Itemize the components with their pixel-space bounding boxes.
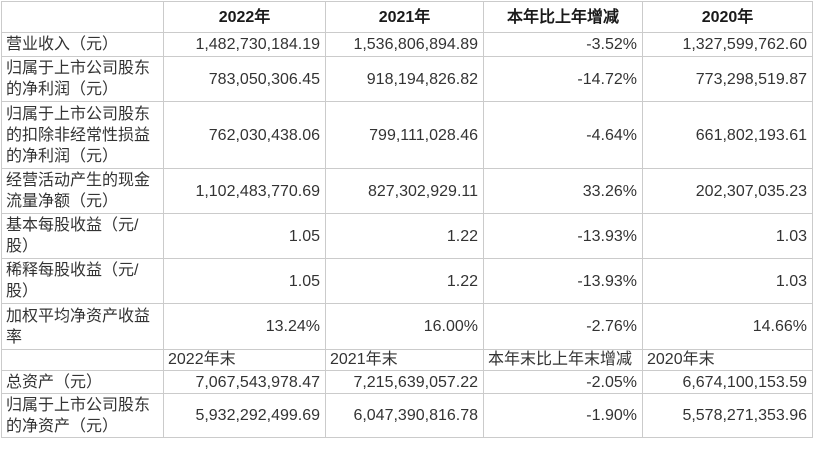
row-label: 总资产（元） xyxy=(1,370,164,394)
value-2020: 1.03 xyxy=(642,213,813,259)
subheader-yoy-end-change: 本年末比上年末增减 xyxy=(483,349,643,371)
table-row-net-profit: 归属于上市公司股东的净利润（元） 783,050,306.45 918,194,… xyxy=(1,56,813,102)
value-2021: 1.22 xyxy=(325,258,484,304)
table-row-weighted-avg-roe: 加权平均净资产收益率 13.24% 16.00% -2.76% 14.66% xyxy=(1,303,813,350)
value-2021: 827,302,929.11 xyxy=(325,168,484,214)
value-2020: 5,578,271,353.96 xyxy=(642,393,813,438)
value-2020: 1,327,599,762.60 xyxy=(642,32,813,57)
subheader-2020-end: 2020年末 xyxy=(642,349,813,371)
value-change: -2.76% xyxy=(483,303,643,350)
value-2021: 7,215,639,057.22 xyxy=(325,370,484,394)
table-row-total-assets: 总资产（元） 7,067,543,978.47 7,215,639,057.22… xyxy=(1,370,813,394)
value-2020: 202,307,035.23 xyxy=(642,168,813,214)
row-label: 基本每股收益（元/股） xyxy=(1,213,164,259)
value-change: -14.72% xyxy=(483,56,643,102)
header-yoy-change: 本年比上年增减 xyxy=(483,1,643,33)
value-2022: 1,482,730,184.19 xyxy=(163,32,326,57)
value-change: 33.26% xyxy=(483,168,643,214)
value-change: -1.90% xyxy=(483,393,643,438)
row-label: 归属于上市公司股东的净利润（元） xyxy=(1,56,164,102)
value-change: -3.52% xyxy=(483,32,643,57)
row-label: 稀释每股收益（元/股） xyxy=(1,258,164,304)
table-row-net-profit-excl-nonrecurring: 归属于上市公司股东的扣除非经常性损益的净利润（元） 762,030,438.06… xyxy=(1,101,813,169)
header-2022: 2022年 xyxy=(163,1,326,33)
value-2021: 1,536,806,894.89 xyxy=(325,32,484,57)
value-2022: 13.24% xyxy=(163,303,326,350)
table-row-basic-eps: 基本每股收益（元/股） 1.05 1.22 -13.93% 1.03 xyxy=(1,213,813,259)
row-label: 营业收入（元） xyxy=(1,32,164,57)
value-change: -4.64% xyxy=(483,101,643,169)
value-2020: 773,298,519.87 xyxy=(642,56,813,102)
value-2022: 783,050,306.45 xyxy=(163,56,326,102)
value-2020: 661,802,193.61 xyxy=(642,101,813,169)
header-2020: 2020年 xyxy=(642,1,813,33)
value-2021: 6,047,390,816.78 xyxy=(325,393,484,438)
row-label: 归属于上市公司股东的净资产（元） xyxy=(1,393,164,438)
subheader-2021-end: 2021年末 xyxy=(325,349,484,371)
row-label: 经营活动产生的现金流量净额（元） xyxy=(1,168,164,214)
table-subheader-row: 2022年末 2021年末 本年末比上年末增减 2020年末 xyxy=(1,349,813,371)
table-header-row: 2022年 2021年 本年比上年增减 2020年 xyxy=(1,1,813,33)
value-2022: 1,102,483,770.69 xyxy=(163,168,326,214)
table-row-net-assets: 归属于上市公司股东的净资产（元） 5,932,292,499.69 6,047,… xyxy=(1,393,813,438)
value-2020: 1.03 xyxy=(642,258,813,304)
value-2021: 918,194,826.82 xyxy=(325,56,484,102)
header-corner-cell xyxy=(1,1,164,33)
value-2022: 1.05 xyxy=(163,213,326,259)
subheader-2022-end: 2022年末 xyxy=(163,349,326,371)
row-label: 归属于上市公司股东的扣除非经常性损益的净利润（元） xyxy=(1,101,164,169)
row-label: 加权平均净资产收益率 xyxy=(1,303,164,350)
subheader-corner-cell xyxy=(1,349,164,371)
value-change: -13.93% xyxy=(483,258,643,304)
value-change: -13.93% xyxy=(483,213,643,259)
table-row-operating-cash-flow: 经营活动产生的现金流量净额（元） 1,102,483,770.69 827,30… xyxy=(1,168,813,214)
value-change: -2.05% xyxy=(483,370,643,394)
table-row-diluted-eps: 稀释每股收益（元/股） 1.05 1.22 -13.93% 1.03 xyxy=(1,258,813,304)
value-2022: 7,067,543,978.47 xyxy=(163,370,326,394)
value-2021: 1.22 xyxy=(325,213,484,259)
value-2021: 16.00% xyxy=(325,303,484,350)
value-2020: 6,674,100,153.59 xyxy=(642,370,813,394)
value-2022: 762,030,438.06 xyxy=(163,101,326,169)
table-row-revenue: 营业收入（元） 1,482,730,184.19 1,536,806,894.8… xyxy=(1,32,813,57)
financial-summary-table: 2022年 2021年 本年比上年增减 2020年 营业收入（元） 1,482,… xyxy=(1,1,813,438)
header-2021: 2021年 xyxy=(325,1,484,33)
value-2022: 5,932,292,499.69 xyxy=(163,393,326,438)
value-2020: 14.66% xyxy=(642,303,813,350)
value-2022: 1.05 xyxy=(163,258,326,304)
value-2021: 799,111,028.46 xyxy=(325,101,484,169)
